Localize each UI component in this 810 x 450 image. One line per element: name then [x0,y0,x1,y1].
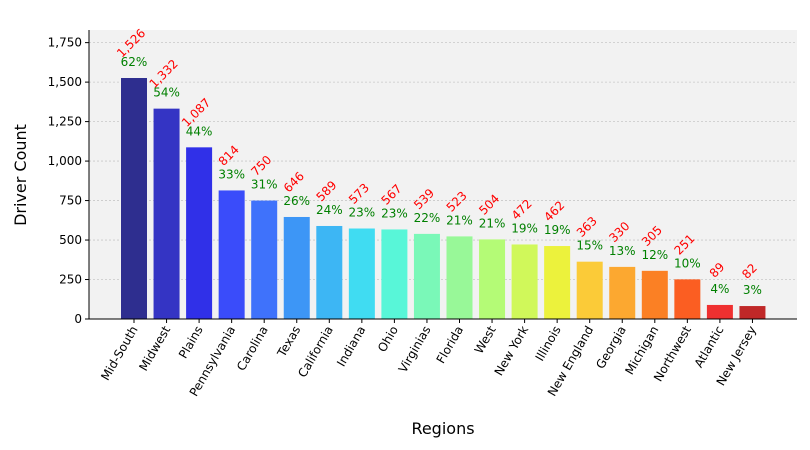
y-tick-label: 750 [59,194,82,208]
bar [609,266,636,319]
bar [348,228,375,319]
bars [121,78,766,319]
x-tick-label: Florida [434,324,467,366]
x-tick-label: Indiana [334,324,368,369]
bar [381,229,408,319]
bar [283,216,310,319]
x-tick-label: Mid-South [98,324,140,383]
y-axis-title: Driver Count [11,124,30,226]
percent-label: 3% [743,283,762,297]
percent-label: 33% [218,167,245,181]
bar [251,200,278,319]
bar [739,306,766,319]
y-tick-label: 1,750 [48,36,82,50]
bar [316,225,343,319]
bar [446,236,473,319]
percent-label: 23% [349,206,376,220]
bar [511,244,538,319]
y-tick-label: 0 [74,312,82,326]
bar [674,279,701,319]
x-tick-label: Atlantic [692,324,727,371]
bar [153,108,180,319]
bar [218,190,245,319]
bar [479,239,506,319]
x-tick-label: Georgia [593,324,629,372]
x-tick-label: Texas [274,324,303,361]
y-tick-label: 1,250 [48,115,82,129]
percent-label: 24% [316,203,343,217]
percent-label: 22% [414,211,441,225]
percent-label: 26% [283,194,310,208]
bar [121,78,147,319]
x-tick-label: Carolina [234,324,271,374]
percent-label: 54% [153,86,180,100]
bar [706,304,733,319]
y-tick-label: 1,000 [48,154,82,168]
y-tick-label: 1,500 [48,75,82,89]
percent-label: 23% [381,206,408,220]
x-axis-title: Regions [411,419,474,438]
percent-label: 12% [641,248,668,262]
percent-label: 13% [609,244,636,258]
y-tick-label: 500 [59,233,82,247]
percent-label: 44% [186,124,213,138]
x-tick-label: Ohio [375,324,401,355]
percent-label: 15% [576,239,603,253]
bar [641,270,668,319]
bar [544,246,571,319]
percent-label: 19% [544,223,571,237]
bar [186,147,213,319]
x-tick-label: Virginias [396,324,434,376]
percent-label: 4% [710,282,729,296]
y-tick-label: 250 [59,273,82,287]
x-tick-label: Illinois [533,324,564,364]
bar [576,261,603,319]
percent-label: 31% [251,178,278,192]
percent-label: 19% [511,221,538,235]
percent-label: 21% [446,213,473,227]
y-axis: 0 250 500 750 1,000 1,250 1,500 1,750 [48,36,89,326]
percent-label: 21% [479,216,506,230]
x-tick-label: Plains [176,324,206,361]
bar [413,233,440,319]
percent-label: 62% [121,55,148,69]
x-tick-label: Midwest [136,323,173,373]
percent-label: 10% [674,256,701,270]
x-tick-label: West [472,323,499,356]
